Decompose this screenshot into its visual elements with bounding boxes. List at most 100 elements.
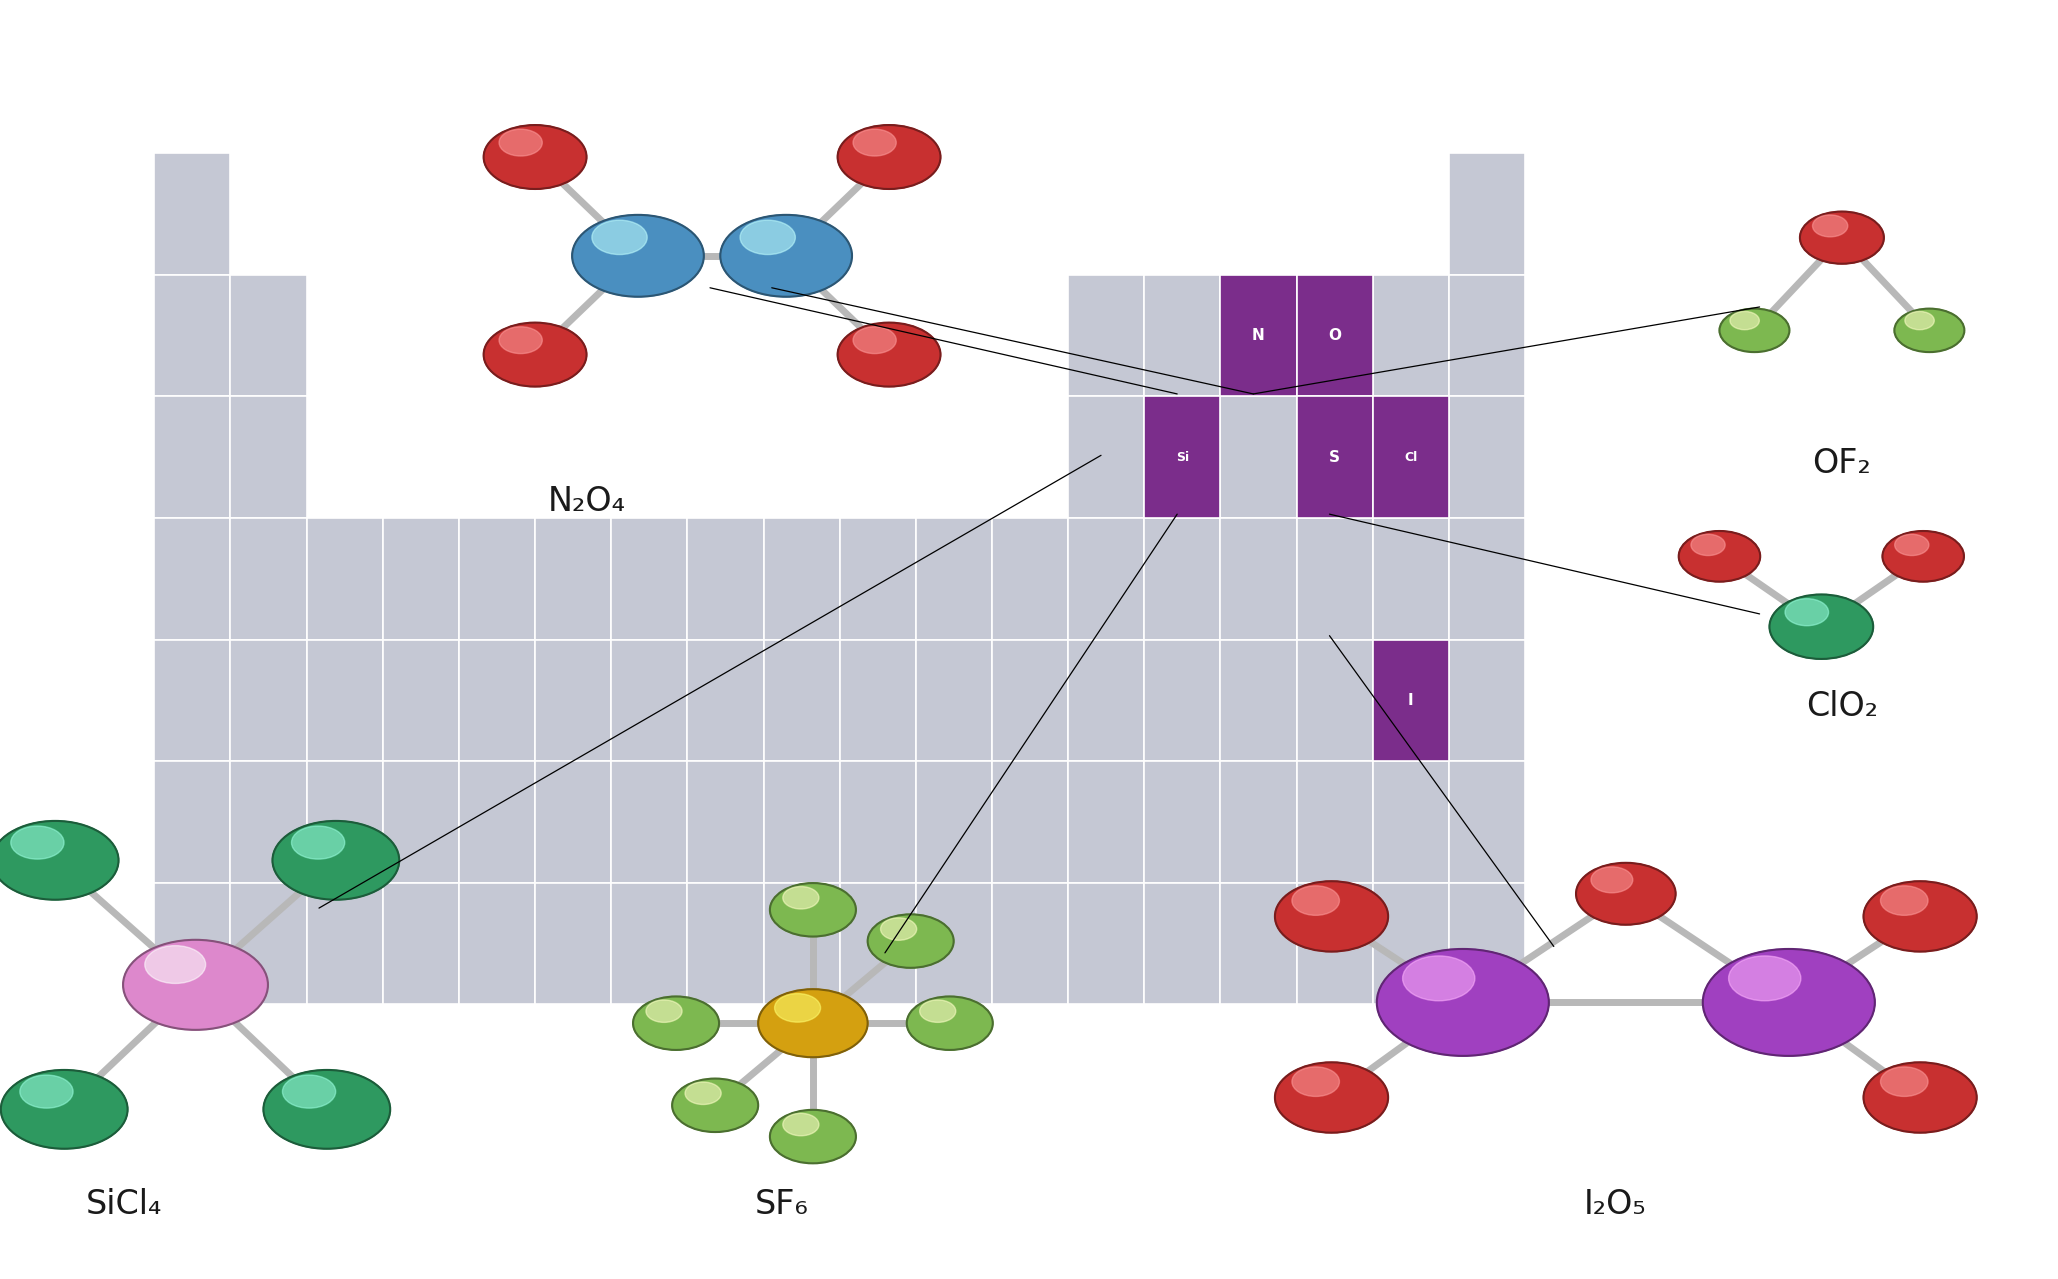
Circle shape [741, 220, 794, 255]
Bar [1220, 275, 1297, 396]
Bar [1068, 518, 1144, 640]
Circle shape [782, 1113, 819, 1136]
Bar [611, 640, 687, 761]
Bar [1373, 518, 1449, 640]
Circle shape [1906, 311, 1935, 330]
Circle shape [282, 1076, 335, 1108]
Circle shape [770, 1110, 856, 1164]
Bar [992, 640, 1068, 761]
Text: S: S [1329, 450, 1340, 464]
Bar [1144, 275, 1220, 396]
Text: N: N [1251, 329, 1266, 343]
Circle shape [1801, 211, 1883, 263]
Bar [916, 761, 992, 883]
Circle shape [1881, 1067, 1928, 1096]
Bar [154, 518, 230, 640]
Circle shape [908, 996, 992, 1050]
Bar [1220, 396, 1297, 518]
Circle shape [0, 821, 119, 899]
Circle shape [1377, 949, 1550, 1056]
Bar [535, 518, 611, 640]
Circle shape [144, 945, 206, 984]
Circle shape [1576, 863, 1675, 925]
Bar [307, 640, 383, 761]
Bar [154, 883, 230, 1004]
Text: I: I [1408, 693, 1414, 707]
Circle shape [1274, 881, 1387, 952]
Circle shape [1702, 949, 1875, 1056]
Circle shape [1784, 599, 1830, 625]
Bar [611, 761, 687, 883]
Bar [1449, 396, 1525, 518]
Bar [687, 518, 764, 640]
Bar [459, 518, 535, 640]
Bar [1373, 275, 1449, 396]
Circle shape [1591, 867, 1632, 893]
Text: SF₆: SF₆ [755, 1188, 809, 1221]
Text: Si: Si [1175, 450, 1190, 464]
Bar [1220, 883, 1297, 1004]
Bar [1068, 396, 1144, 518]
Bar [383, 518, 459, 640]
Bar [687, 640, 764, 761]
Circle shape [1865, 881, 1976, 952]
Bar [1220, 761, 1297, 883]
Bar [154, 153, 230, 275]
Bar [1449, 640, 1525, 761]
Circle shape [1881, 886, 1928, 916]
Bar [154, 640, 230, 761]
Bar [687, 883, 764, 1004]
Bar [1373, 640, 1449, 761]
Circle shape [593, 220, 646, 255]
Bar [1297, 396, 1373, 518]
Text: I₂O₅: I₂O₅ [1585, 1188, 1646, 1221]
Circle shape [1893, 308, 1963, 352]
Bar [230, 761, 307, 883]
Bar [1297, 396, 1373, 518]
Circle shape [852, 326, 897, 353]
Bar [230, 275, 307, 396]
Bar [1373, 883, 1449, 1004]
Bar [1449, 883, 1525, 1004]
Circle shape [646, 1000, 681, 1022]
Circle shape [0, 1071, 128, 1149]
Circle shape [1865, 1063, 1976, 1133]
Bar [1068, 640, 1144, 761]
Circle shape [774, 994, 821, 1022]
Bar [1068, 761, 1144, 883]
Bar [840, 883, 916, 1004]
Bar [1220, 518, 1297, 640]
Bar [1297, 275, 1373, 396]
Text: N₂O₄: N₂O₄ [547, 485, 626, 518]
Bar [230, 883, 307, 1004]
Text: SiCl₄: SiCl₄ [84, 1188, 163, 1221]
Bar [764, 640, 840, 761]
Bar [992, 518, 1068, 640]
Bar [840, 640, 916, 761]
Bar [383, 761, 459, 883]
Circle shape [10, 826, 64, 859]
Circle shape [1770, 595, 1873, 659]
Bar [916, 883, 992, 1004]
Bar [1220, 275, 1297, 396]
Circle shape [21, 1076, 74, 1108]
Bar [383, 883, 459, 1004]
Bar [459, 640, 535, 761]
Circle shape [673, 1078, 757, 1132]
Circle shape [484, 125, 587, 189]
Circle shape [1404, 955, 1476, 1000]
Circle shape [757, 989, 868, 1058]
Circle shape [852, 129, 897, 156]
Bar [1068, 275, 1144, 396]
Circle shape [263, 1071, 391, 1149]
Bar [1144, 761, 1220, 883]
Circle shape [1292, 1067, 1340, 1096]
Bar [1297, 640, 1373, 761]
Bar [307, 883, 383, 1004]
Bar [840, 761, 916, 883]
Circle shape [920, 1000, 955, 1022]
Circle shape [1731, 311, 1760, 330]
Circle shape [1813, 215, 1848, 237]
Bar [307, 518, 383, 640]
Circle shape [1883, 531, 1963, 582]
